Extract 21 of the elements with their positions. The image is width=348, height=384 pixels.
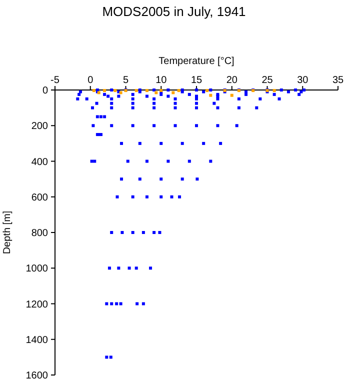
x-tick-label: 30 — [297, 75, 309, 86]
y-tick-label: 600 — [31, 192, 48, 204]
y-tick-label: 1600 — [26, 370, 48, 382]
y-tick-label: 1000 — [26, 264, 48, 275]
x-tick-label: 35 — [332, 75, 344, 86]
y-tick-label: 0 — [42, 86, 48, 96]
x-tick-label: 0 — [88, 75, 94, 86]
y-tick-label: 1200 — [26, 299, 48, 310]
y-tick-label: 800 — [31, 228, 48, 239]
chart-title: MODS2005 in July, 1941 — [102, 4, 246, 19]
x-tick-label: 25 — [262, 75, 274, 86]
x-tick-label: 10 — [156, 75, 168, 86]
x-axis-title: Temperature [°C] — [158, 56, 235, 67]
y-tick-label: 200 — [31, 121, 48, 132]
x-tick-label: 20 — [226, 75, 238, 86]
x-tick-label: 15 — [190, 75, 202, 86]
x-tick-label: 5 — [122, 75, 129, 86]
y-tick-label: 1400 — [26, 334, 48, 346]
y-tick-label: 400 — [31, 156, 48, 168]
y-axis-title: Depth [m] — [2, 210, 13, 254]
x-tick-label: -5 — [50, 75, 60, 86]
